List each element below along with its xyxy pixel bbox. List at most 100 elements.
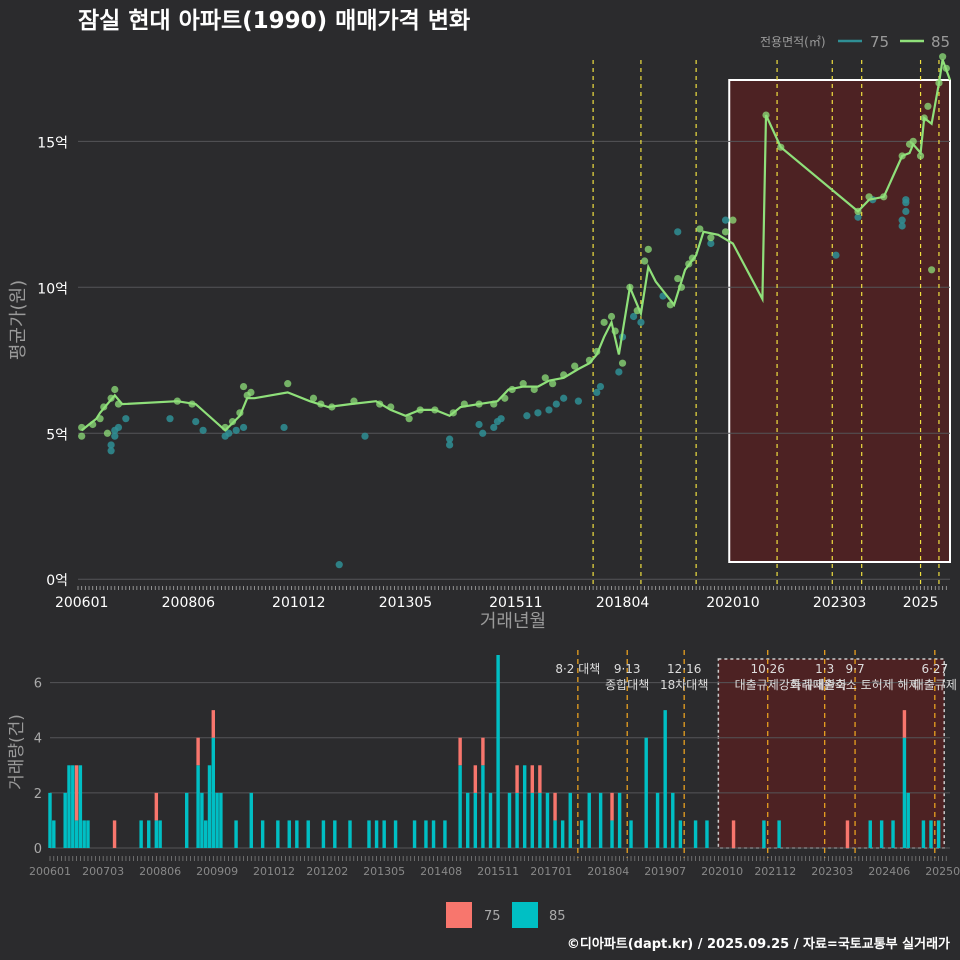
bar-85 (515, 792, 519, 848)
point-75 (560, 394, 568, 402)
volume-x-tick-label: 202112 (754, 865, 796, 878)
bar-75 (112, 820, 117, 848)
bar-85 (458, 765, 462, 848)
bar-75 (154, 792, 159, 821)
volume-y-tick-label: 2 (34, 787, 42, 802)
point-75 (615, 368, 623, 376)
volume-x-tick-label: 200601 (29, 865, 71, 878)
bar-85 (496, 655, 500, 848)
point-85 (777, 143, 785, 151)
highlight-region (728, 79, 951, 563)
bar-85 (507, 792, 512, 848)
point-85 (898, 152, 906, 160)
x-tick-label: 201012 (272, 595, 325, 611)
bar-85 (63, 792, 67, 848)
bar-85 (678, 820, 683, 848)
point-75 (199, 426, 207, 434)
point-75 (637, 318, 645, 326)
bar-85 (374, 820, 379, 848)
point-75 (475, 420, 483, 429)
point-75 (497, 415, 505, 423)
bar-85 (443, 820, 447, 848)
bar-85 (902, 737, 907, 848)
policy-annotation: 1·3 (815, 662, 834, 676)
point-85 (865, 193, 873, 201)
point-75 (545, 406, 553, 414)
point-85 (935, 79, 943, 87)
point-85 (221, 423, 229, 432)
point-85 (593, 347, 601, 356)
point-85 (387, 403, 395, 411)
policy-annotation: 특례대출축소 토허제 해제 (791, 678, 920, 692)
point-85 (78, 432, 86, 440)
point-85 (707, 234, 715, 242)
point-85 (560, 371, 568, 379)
point-75 (446, 435, 454, 443)
legend-swatch-bar-75 (446, 902, 472, 928)
point-85 (880, 193, 888, 201)
volume-x-tick-label: 201804 (587, 865, 629, 878)
point-85 (475, 400, 483, 408)
point-75 (574, 397, 582, 405)
point-85 (111, 385, 119, 394)
point-75 (122, 415, 130, 423)
bar-85 (644, 737, 648, 848)
point-85 (611, 327, 619, 335)
volume-x-tick-label: 201305 (363, 865, 405, 878)
point-75 (707, 239, 715, 248)
bar-75 (902, 710, 907, 738)
y-axis-label: 평균가(원) (8, 280, 29, 360)
bar-85 (219, 792, 223, 848)
x-axis-label: 거래년월 (480, 611, 546, 632)
volume-x-tick-label: 201511 (477, 865, 519, 878)
bar-85 (52, 820, 56, 848)
x-tick-label: 201804 (596, 595, 650, 611)
bar-85 (82, 820, 86, 848)
bar-85 (382, 820, 386, 848)
bar-85 (655, 792, 660, 848)
y-tick-label: 15억 (37, 135, 68, 151)
point-85 (96, 415, 104, 423)
point-85 (114, 400, 123, 408)
point-75 (902, 207, 910, 216)
point-85 (600, 318, 608, 326)
x-tick-label: 200806 (162, 595, 216, 611)
point-85 (236, 409, 244, 417)
volume-x-tick-label: 201012 (253, 865, 295, 878)
bar-85 (295, 820, 299, 848)
point-85 (549, 380, 557, 388)
point-85 (571, 362, 579, 370)
bar-85 (481, 765, 485, 848)
bar-85 (906, 792, 910, 848)
point-85 (416, 406, 424, 414)
bar-85 (610, 820, 614, 848)
point-75 (239, 423, 248, 432)
bar-85 (207, 765, 212, 848)
point-85 (607, 312, 616, 321)
point-85 (920, 114, 928, 122)
point-75 (114, 423, 123, 432)
volume-x-tick-label: 201202 (306, 865, 348, 878)
point-85 (762, 111, 770, 119)
point-75 (361, 432, 369, 440)
point-75 (596, 382, 605, 391)
bar-85 (693, 820, 698, 848)
point-75 (192, 417, 200, 426)
point-75 (232, 426, 240, 434)
point-85 (530, 385, 538, 394)
bar-85 (598, 792, 603, 848)
legend-label-85: 85 (931, 33, 950, 51)
point-85 (350, 397, 358, 405)
policy-annotation: 종합대책 (605, 677, 649, 692)
policy-annotation: 12·16 (667, 662, 701, 676)
policy-annotation: 대출규제강화 (735, 678, 801, 692)
point-85 (449, 409, 457, 417)
point-85 (618, 359, 627, 367)
point-75 (111, 432, 119, 440)
bar-75 (458, 737, 462, 766)
x-tick-label: 201305 (379, 595, 432, 611)
volume-x-tick-label: 202406 (868, 865, 910, 878)
volume-x-tick-label: 202303 (811, 865, 853, 878)
point-85 (633, 307, 641, 315)
